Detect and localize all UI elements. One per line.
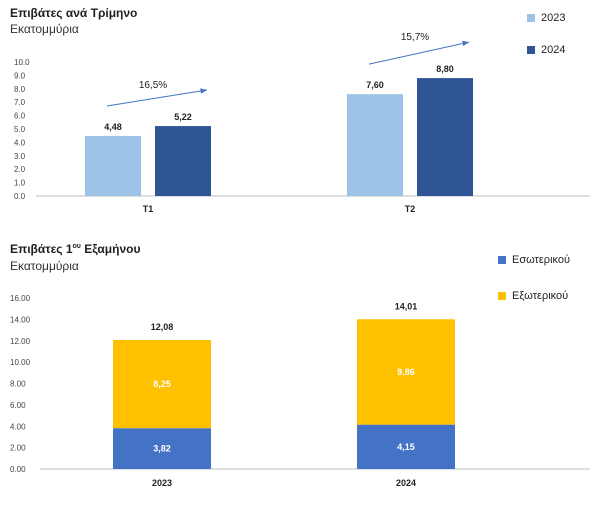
- legend-swatch-international: [498, 292, 506, 300]
- chart2-title-sup: ου: [72, 243, 81, 250]
- growth-arrow: [106, 89, 208, 107]
- growth-arrow: [368, 41, 470, 65]
- y-tick-label: 4.0: [14, 138, 26, 147]
- y-tick-label: 14.00: [10, 315, 31, 324]
- y-tick-label: 6.00: [10, 401, 26, 410]
- growth-arrow-head: [462, 40, 469, 47]
- y-tick-label: 8.0: [14, 85, 26, 94]
- semester-passengers-chart: Επιβάτες 1ου Εξαμήνου Εκατομμύρια Εσωτερ…: [0, 238, 600, 506]
- y-tick-label: 6.0: [14, 112, 26, 121]
- y-tick-label: 10.0: [14, 58, 30, 67]
- x-tick-label: 2024: [396, 478, 416, 488]
- segment-label: 4,15: [397, 442, 415, 452]
- y-tick-label: 16.00: [10, 294, 31, 303]
- bar-T2-2023: [347, 94, 403, 196]
- legend-item-2024: 2024: [527, 42, 565, 58]
- y-tick-label: 7.0: [14, 98, 26, 107]
- legend-label-2023: 2023: [541, 12, 566, 24]
- bar-2024-Εσωτερικού: [357, 424, 455, 469]
- legend-label-international: Εξωτερικού: [512, 290, 569, 302]
- chart1-title: Επιβάτες ανά Τρίμηνο: [10, 6, 138, 20]
- bar-T1-2024: [155, 126, 211, 196]
- chart1-plot: 0.0 1.0 2.0 3.0 4.0 5.0 6.0 7.0 8.0 9.0 10.0 4,48 5,…: [14, 32, 590, 214]
- y-tick-label: 8.00: [10, 380, 26, 389]
- growth-arrow-head: [200, 88, 207, 94]
- bar-2024-Εξωτερικού: [357, 319, 455, 425]
- chart2-title: Επιβάτες 1ου Εξαμήνου: [10, 242, 140, 256]
- quarterly-passengers-chart: Επιβάτες ανά Τρίμηνο Εκατομμύρια 2023 20…: [0, 0, 600, 230]
- y-tick-label: 2.00: [10, 444, 26, 453]
- data-label: 4,48: [104, 122, 122, 132]
- y-tick-label: 5.0: [14, 125, 26, 134]
- y-tick-label: 12.00: [10, 337, 31, 346]
- legend-swatch-2024: [527, 46, 535, 54]
- y-tick-label: 2.0: [14, 165, 26, 174]
- y-tick-label: 9.0: [14, 71, 26, 80]
- chart2-plot: 0.00 2.00 4.00 6.00 8.00 10.00 12.00 14.00 16.00…: [10, 294, 590, 488]
- chart2-title-main: Επιβάτες 1: [10, 242, 73, 256]
- growth-label: 15,7%: [401, 32, 429, 43]
- x-tick-label: T1: [143, 204, 154, 214]
- bar-2023-Εξωτερικού: [113, 340, 211, 429]
- legend-swatch-2023: [527, 14, 535, 22]
- x-tick-label: T2: [405, 204, 416, 214]
- legend-item-2023: 2023: [527, 10, 565, 26]
- segment-label: 3,82: [153, 444, 171, 454]
- chart2-legend: Εσωτερικού Εξωτερικού: [498, 252, 570, 320]
- bar-T1-2023: [85, 135, 141, 196]
- data-label: 8,80: [436, 64, 454, 74]
- data-label: 5,22: [174, 112, 192, 122]
- legend-item-domestic: Εσωτερικού: [498, 252, 570, 268]
- legend-swatch-domestic: [498, 256, 506, 264]
- chart2-title-end: Εξαμήνου: [80, 242, 141, 256]
- legend-item-international: Εξωτερικού: [498, 288, 570, 304]
- bar-2023-Εσωτερικού: [113, 428, 211, 469]
- data-label: 7,60: [366, 80, 384, 90]
- growth-label: 16,5%: [139, 80, 167, 91]
- segment-label: 9,86: [397, 367, 415, 377]
- x-tick-label: 2023: [152, 478, 172, 488]
- legend-label-domestic: Εσωτερικού: [512, 254, 571, 266]
- segment-label: 8,25: [153, 379, 171, 389]
- y-tick-label: 10.00: [10, 358, 31, 367]
- y-tick-label: 1.0: [14, 179, 26, 188]
- y-tick-label: 0.00: [10, 465, 26, 474]
- y-tick-label: 3.0: [14, 152, 26, 161]
- chart1-legend: 2023 2024: [527, 10, 565, 74]
- legend-label-2024: 2024: [541, 44, 566, 56]
- y-tick-label: 0.0: [14, 192, 26, 201]
- total-label: 12,08: [151, 322, 174, 332]
- chart1-subtitle: Εκατομμύρια: [10, 22, 79, 36]
- bar-T2-2024: [417, 78, 473, 196]
- total-label: 14,01: [395, 301, 418, 311]
- chart2-subtitle: Εκατομμύρια: [10, 259, 79, 273]
- y-tick-label: 4.00: [10, 422, 26, 431]
